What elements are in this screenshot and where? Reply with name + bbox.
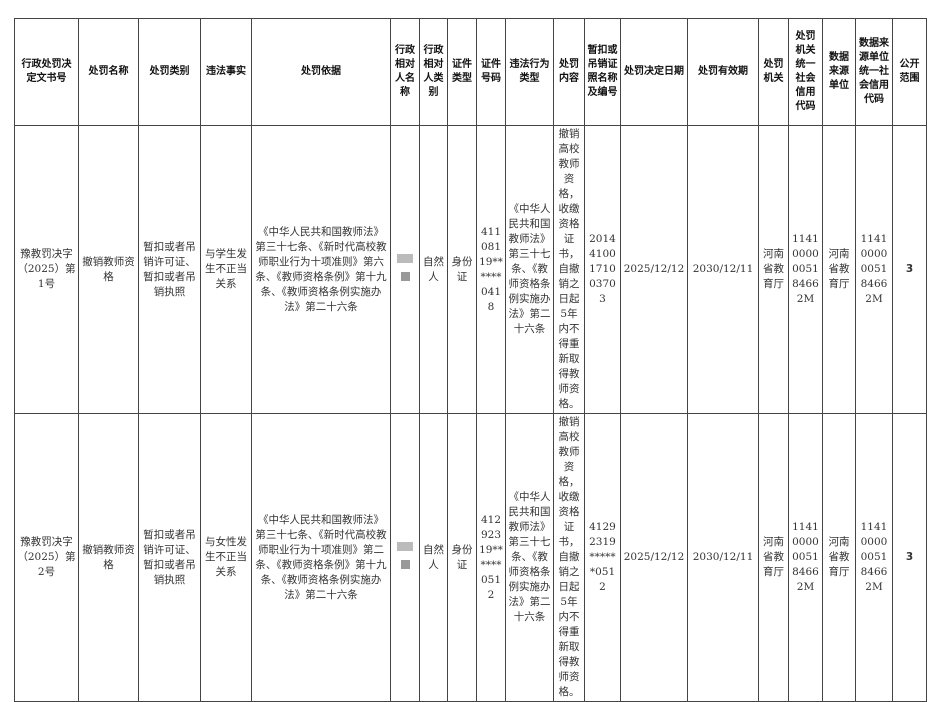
source: 河南省教育厅 — [822, 413, 856, 702]
scope: 3 — [892, 125, 927, 414]
party-type: 自然人 — [419, 125, 448, 414]
authority: 河南省教育厅 — [758, 413, 789, 702]
id-no: 41292319******0512 — [476, 413, 506, 702]
header-cell: 处罚机关 — [758, 18, 789, 126]
header-cell: 处罚机关统一社会信用代码 — [788, 18, 823, 126]
header-cell: 证件类型 — [447, 18, 477, 126]
facts: 与学生发生不正当关系 — [200, 125, 252, 414]
valid-until: 2030/12/11 — [687, 125, 759, 414]
decision-date: 2025/12/12 — [620, 125, 688, 414]
header-cell: 暂扣或吊销证照名称及编号 — [584, 18, 621, 126]
penalty-name: 撤销教师资格 — [78, 125, 139, 414]
header-cell: 行政处罚决定文书号 — [14, 18, 79, 126]
party-name-redacted — [390, 125, 420, 414]
authority: 河南省教育厅 — [758, 125, 789, 414]
violation-type: 《中华人民共和国教师法》第三十七条、《教师资格条例实施办法》第二十六条 — [505, 125, 554, 414]
basis: 《中华人民共和国教师法》第三十七条、《新时代高校教师职业行为十项准则》第六条、《… — [251, 125, 391, 414]
table-row: 豫教罚决字（2025）第1号 撤销教师资格 暂扣或者吊销许可证、暂扣或者吊销执照… — [14, 125, 927, 414]
license-no: 41292319******0512 — [584, 413, 621, 702]
id-no: 41108119******0418 — [476, 125, 506, 414]
header-cell: 处罚依据 — [251, 18, 391, 126]
header-cell: 违法事实 — [200, 18, 252, 126]
valid-until: 2030/12/11 — [687, 413, 759, 702]
table-row: 豫教罚决字（2025）第2号 撤销教师资格 暂扣或者吊销许可证、暂扣或者吊销执照… — [14, 413, 927, 702]
id-type: 身份证 — [447, 413, 477, 702]
penalty-content: 撤销高校教师资格，收缴资格证书，自撤销之日起5年内不得重新取得教师资格。 — [553, 413, 585, 702]
header-cell: 处罚决定日期 — [620, 18, 688, 126]
id-type: 身份证 — [447, 125, 477, 414]
doc-no: 豫教罚决字（2025）第2号 — [14, 413, 79, 702]
source: 河南省教育厅 — [822, 125, 856, 414]
penalty-category: 暂扣或者吊销许可证、暂扣或者吊销执照 — [138, 413, 201, 702]
basis: 《中华人民共和国教师法》第三十七条、《新时代高校教师职业行为十项准则》第二条、《… — [251, 413, 391, 702]
header-cell: 违法行为类型 — [505, 18, 554, 126]
authority-code: 11410000005184662M — [788, 413, 823, 702]
penalty-name: 撤销教师资格 — [78, 413, 139, 702]
header-cell: 行政相对人名称 — [390, 18, 420, 126]
header-row: 行政处罚决定文书号 处罚名称 处罚类别 违法事实 处罚依据 行政相对人名称 行政… — [14, 18, 927, 126]
header-cell: 证件号码 — [476, 18, 506, 126]
license-no: 20144100171003703 — [584, 125, 621, 414]
penalty-content: 撤销高校教师资格，收缴资格证书，自撤销之日起5年内不得重新取得教师资格。 — [553, 125, 585, 414]
penalty-table: 行政处罚决定文书号 处罚名称 处罚类别 违法事实 处罚依据 行政相对人名称 行政… — [14, 18, 927, 702]
party-name-redacted — [390, 413, 420, 702]
header-cell: 数据来源单位 — [822, 18, 856, 126]
facts: 与女性发生不正当关系 — [200, 413, 252, 702]
penalty-category: 暂扣或者吊销许可证、暂扣或者吊销执照 — [138, 125, 201, 414]
party-type: 自然人 — [419, 413, 448, 702]
header-cell: 处罚类别 — [138, 18, 201, 126]
source-code: 11410000005184662M — [855, 125, 893, 414]
header-cell: 处罚有效期 — [687, 18, 759, 126]
authority-code: 11410000005184662M — [788, 125, 823, 414]
header-cell: 处罚内容 — [553, 18, 585, 126]
doc-no: 豫教罚决字（2025）第1号 — [14, 125, 79, 414]
header-cell: 处罚名称 — [78, 18, 139, 126]
header-cell: 公开范围 — [892, 18, 927, 126]
header-cell: 数据来源单位统一社会信用代码 — [855, 18, 893, 126]
header-cell: 行政相对人类别 — [419, 18, 448, 126]
violation-type: 《中华人民共和国教师法》第三十七条、《教师资格条例实施办法》第二十六条 — [505, 413, 554, 702]
scope: 3 — [892, 413, 927, 702]
decision-date: 2025/12/12 — [620, 413, 688, 702]
source-code: 11410000005184662M — [855, 413, 893, 702]
